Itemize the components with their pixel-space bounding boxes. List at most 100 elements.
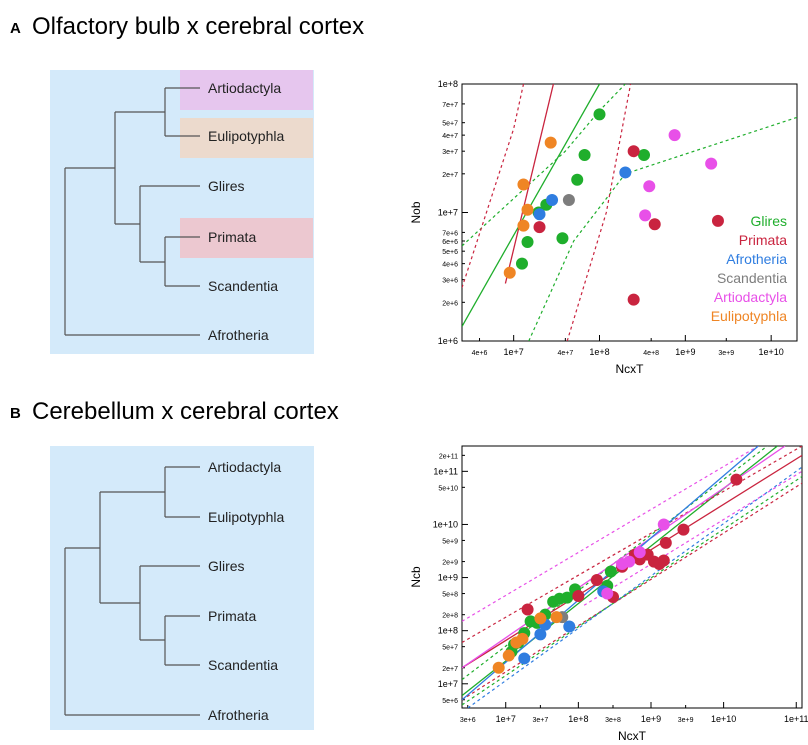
data-point-primata [521, 603, 534, 616]
highlight-artiodactyla [180, 70, 313, 110]
panel-b-letter: B [10, 405, 21, 422]
data-point-eulipotyphla [534, 612, 547, 625]
phylogeny-tree-a: Artiodactyla Eulipotyphla Glires Primata… [50, 70, 314, 354]
data-point-artiodactyla [633, 546, 646, 559]
legend-primata: Primata [739, 232, 787, 248]
y-tick-label: 1e+9 [438, 573, 458, 583]
data-point-eulipotyphla [517, 178, 530, 191]
data-point-eulipotyphla [544, 136, 557, 149]
y-tick-label: 2e+8 [442, 613, 458, 620]
data-point-glires [604, 565, 617, 578]
tree-b-taxon-artiodactyla: Artiodactyla [208, 459, 281, 475]
y-tick-label: 4e+7 [442, 133, 458, 140]
y-tick-label: 7e+6 [442, 230, 458, 237]
y-tick-label: 2e+11 [439, 453, 458, 460]
y-tick-label: 5e+6 [442, 249, 458, 256]
x-tick-label: 4e+8 [643, 350, 659, 357]
y-tick-label: 5e+10 [438, 485, 458, 492]
tree-b-taxon-primata: Primata [208, 608, 256, 624]
fit-line-primata-dashed [462, 84, 525, 288]
tree-b-taxon-scandentia: Scandentia [208, 657, 278, 673]
y-tick-label: 4e+6 [442, 262, 458, 269]
tree-a-taxon-primata: Primata [208, 229, 256, 245]
x-tick-label: 1e+9 [641, 714, 661, 724]
x-tick-label: 1e+8 [589, 347, 609, 357]
x-tick-label: 1e+11 [784, 714, 808, 724]
x-tick-label: 3e+9 [678, 717, 694, 724]
y-tick-label: 5e+9 [442, 538, 458, 545]
x-axis-label: NcxT [618, 729, 647, 743]
y-tick-label: 5e+7 [442, 645, 458, 652]
data-point-primata [627, 145, 640, 158]
tree-a-taxon-scandentia: Scandentia [208, 278, 278, 294]
data-point-artiodactyla [668, 129, 681, 142]
data-point-artiodactyla [705, 157, 718, 170]
data-point-afrotheria [619, 166, 632, 179]
fit-line-glires-dashed [528, 116, 797, 341]
tree-a-taxon-eulipotyphla: Eulipotyphla [208, 128, 284, 144]
legend-scandentia: Scandentia [717, 270, 787, 286]
y-tick-label: 2e+9 [442, 560, 458, 567]
data-point-primata [730, 473, 743, 486]
y-tick-label: 2e+7 [442, 172, 458, 179]
y-tick-label: 5e+6 [442, 698, 458, 705]
data-point-afrotheria [518, 652, 531, 665]
data-point-glires [578, 149, 591, 162]
data-point-eulipotyphla [550, 611, 563, 624]
highlight-eulipotyphla [180, 118, 313, 158]
tree-a-taxon-artiodactyla: Artiodactyla [208, 80, 281, 96]
tree-b-taxon-afrotheria: Afrotheria [208, 707, 269, 723]
data-point-eulipotyphla [517, 219, 530, 232]
data-point-primata [590, 573, 603, 586]
y-tick-label: 3e+7 [442, 149, 458, 156]
y-axis-label: Ncb [409, 566, 423, 588]
data-point-glires [521, 235, 534, 248]
data-point-glires [515, 257, 528, 270]
panel-a-title: Olfactory bulb x cerebral cortex [32, 13, 364, 40]
legend-afrotheria: Afrotheria [726, 251, 787, 267]
data-point-eulipotyphla [492, 661, 505, 674]
x-tick-label: 1e+8 [568, 714, 588, 724]
fit-line-glires-dashed [462, 84, 626, 247]
legend-artiodactyla: Artiodactyla [714, 289, 787, 305]
data-point-artiodactyla [643, 180, 656, 193]
data-point-glires [571, 173, 584, 186]
x-tick-label: 3e+8 [605, 717, 621, 724]
fit-line-primata-dashed [462, 482, 802, 701]
data-point-glires [638, 149, 651, 162]
y-tick-label: 1e+8 [438, 79, 458, 89]
legend-glires: Glires [750, 213, 787, 229]
tree-b-taxon-glires: Glires [208, 558, 245, 574]
data-point-primata [533, 221, 546, 234]
x-tick-label: 1e+7 [504, 347, 524, 357]
y-tick-label: 3e+6 [442, 278, 458, 285]
y-tick-label: 6e+6 [442, 239, 458, 246]
x-tick-label: 3e+7 [532, 717, 548, 724]
panel-b-title: Cerebellum x cerebral cortex [32, 398, 339, 425]
data-point-scandentia [562, 194, 575, 207]
y-tick-label: 5e+7 [442, 121, 458, 128]
data-point-glires [561, 591, 574, 604]
data-point-artiodactyla [639, 209, 652, 222]
data-point-primata [657, 554, 670, 567]
panel-a-letter: A [10, 20, 21, 37]
data-point-afrotheria [563, 620, 576, 633]
chart-a: 4e+6 1e+7 4e+7 1e+8 4e+8 1e+9 3e+9 1e+10 1e+6 2e+… [409, 79, 798, 376]
chart-b: 3e+6 1e+7 3e+7 1e+8 3e+8 1e+9 3e+9 1e+10 1e+11 5e… [409, 445, 808, 743]
data-point-glires [556, 232, 569, 245]
y-tick-label: 2e+7 [442, 666, 458, 673]
fit-line-glires-dashed [462, 476, 802, 706]
data-point-glires [593, 108, 606, 121]
x-tick-label: 1e+10 [711, 714, 736, 724]
data-point-artiodactyla [601, 587, 614, 600]
y-tick-label: 1e+10 [433, 519, 458, 529]
data-point-eulipotyphla [521, 203, 534, 216]
data-point-primata [648, 218, 661, 231]
x-tick-label: 4e+6 [472, 350, 488, 357]
tree-b-branches [64, 466, 200, 716]
y-tick-label: 7e+7 [442, 102, 458, 109]
tree-b-background [50, 446, 314, 730]
data-point-primata [572, 589, 585, 602]
tree-a-background [50, 70, 314, 354]
data-point-afrotheria [533, 208, 546, 221]
